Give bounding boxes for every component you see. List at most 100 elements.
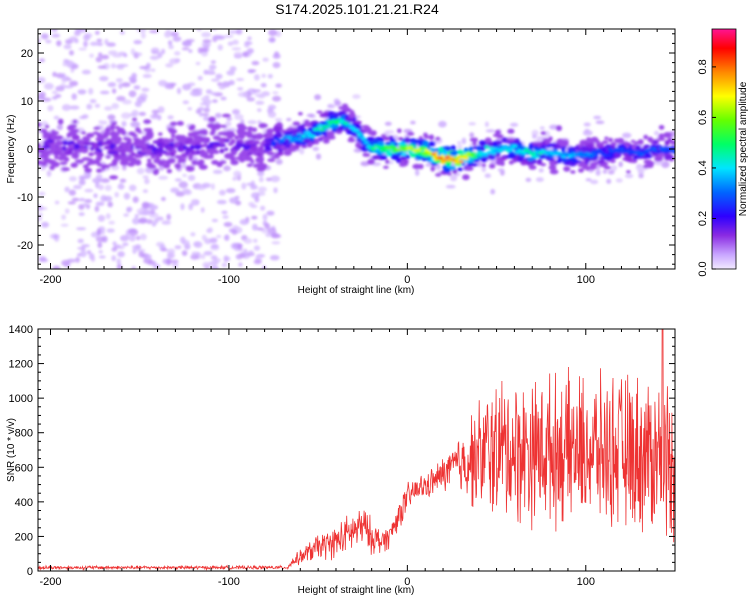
heatmap-cell — [502, 145, 509, 149]
heatmap-cell — [68, 189, 76, 196]
heatmap-cell — [450, 145, 456, 151]
heatmap-cell — [175, 163, 181, 170]
heatmap-cell — [69, 176, 77, 182]
heatmap-cell — [64, 208, 70, 214]
heatmap-cell — [145, 130, 154, 137]
heatmap-cell — [618, 147, 625, 151]
heatmap-cell — [86, 103, 93, 110]
heatmap-cell — [275, 83, 282, 88]
heatmap-cell — [595, 120, 605, 125]
heatmap-cell — [317, 124, 323, 128]
heatmap-cell — [390, 155, 400, 160]
heatmap-cell — [593, 153, 599, 157]
heatmap-cell — [269, 37, 276, 43]
heatmap-cell — [537, 158, 543, 163]
heatmap-cell — [484, 137, 492, 143]
heatmap-cell — [217, 143, 227, 148]
heatmap-cell — [196, 161, 203, 166]
heatmap-cell — [135, 142, 144, 148]
heatmap-cell — [213, 35, 223, 39]
heatmap-cell — [496, 156, 501, 161]
heatmap-cell — [120, 235, 129, 242]
heatmap-cell — [90, 146, 94, 151]
heatmap-cell — [40, 153, 49, 159]
heatmap-cell — [489, 163, 496, 169]
heatmap-cell — [435, 173, 442, 177]
heatmap-cell — [145, 149, 151, 156]
heatmap-cell — [271, 241, 281, 245]
heatmap-cell — [272, 95, 282, 102]
heatmap-cell — [59, 161, 68, 165]
heatmap-cell — [653, 140, 658, 144]
heatmap-cell — [315, 127, 321, 131]
heatmap-cell — [131, 266, 137, 269]
y-tick-label: 10 — [21, 96, 33, 108]
heatmap-cell — [195, 109, 202, 114]
heatmap-cell — [536, 142, 542, 148]
heatmap-cell — [570, 170, 576, 174]
heatmap-cell — [207, 227, 213, 233]
heatmap-cell — [150, 209, 156, 215]
heatmap-cell — [61, 104, 72, 111]
heatmap-cell — [528, 143, 534, 147]
heatmap-cell — [126, 206, 133, 212]
heatmap-cell — [221, 210, 228, 214]
heatmap-cell — [244, 42, 250, 48]
heatmap-cell — [127, 154, 133, 159]
heatmap-cell — [607, 170, 615, 175]
heatmap-cell — [76, 139, 84, 145]
heatmap-cell — [203, 116, 210, 121]
heatmap-cell — [267, 111, 277, 118]
heatmap-cell — [114, 191, 119, 198]
heatmap-cell — [223, 34, 234, 38]
heatmap-cell — [51, 129, 56, 136]
heatmap-cell — [128, 141, 133, 148]
heatmap-cell — [69, 105, 80, 110]
heatmap-cell — [49, 143, 57, 149]
heatmap-cell — [38, 212, 43, 217]
heatmap-cell — [260, 205, 266, 211]
heatmap-cell — [626, 170, 631, 174]
heatmap-cell — [57, 156, 66, 161]
heatmap-cell — [463, 147, 469, 152]
heatmap-cell — [442, 158, 448, 162]
heatmap-cell — [114, 244, 122, 248]
heatmap-cell — [197, 75, 203, 81]
heatmap-cell — [527, 157, 534, 162]
heatmap-cell — [276, 151, 284, 156]
heatmap-cell — [109, 143, 115, 150]
heatmap-cell — [551, 142, 557, 147]
heatmap-cell — [262, 213, 268, 221]
heatmap-cell — [396, 153, 402, 157]
heatmap-cell — [71, 93, 77, 100]
heatmap-cell — [203, 251, 213, 256]
heatmap-cell — [147, 260, 157, 266]
heatmap-cell — [83, 34, 91, 41]
heatmap-cell — [227, 142, 234, 146]
heatmap-cell — [82, 164, 89, 169]
heatmap-cell — [236, 78, 245, 81]
heatmap-cell — [83, 172, 88, 177]
heatmap-cell — [105, 131, 110, 137]
heatmap-cell — [121, 82, 131, 88]
heatmap-cell — [246, 48, 254, 54]
colorbar-tick-label: 0.2 — [697, 211, 709, 226]
heatmap-cell — [482, 152, 488, 156]
heatmap-cell — [581, 146, 589, 152]
heatmap-cell — [48, 159, 57, 165]
heatmap-cell — [83, 40, 88, 48]
heatmap-cell — [657, 152, 664, 158]
heatmap-cell — [95, 30, 100, 35]
heatmap-cell — [209, 237, 218, 244]
heatmap-cell — [111, 159, 118, 165]
heatmap-cell — [241, 182, 247, 190]
heatmap-cell — [289, 139, 295, 143]
heatmap-cell — [181, 162, 187, 169]
heatmap-cell — [281, 129, 288, 133]
heatmap-cell — [556, 125, 562, 132]
chart-title: S174.2025.101.21.21.R24 — [275, 1, 439, 17]
heatmap-cell — [128, 234, 136, 242]
y-tick-label: 200 — [15, 531, 33, 543]
